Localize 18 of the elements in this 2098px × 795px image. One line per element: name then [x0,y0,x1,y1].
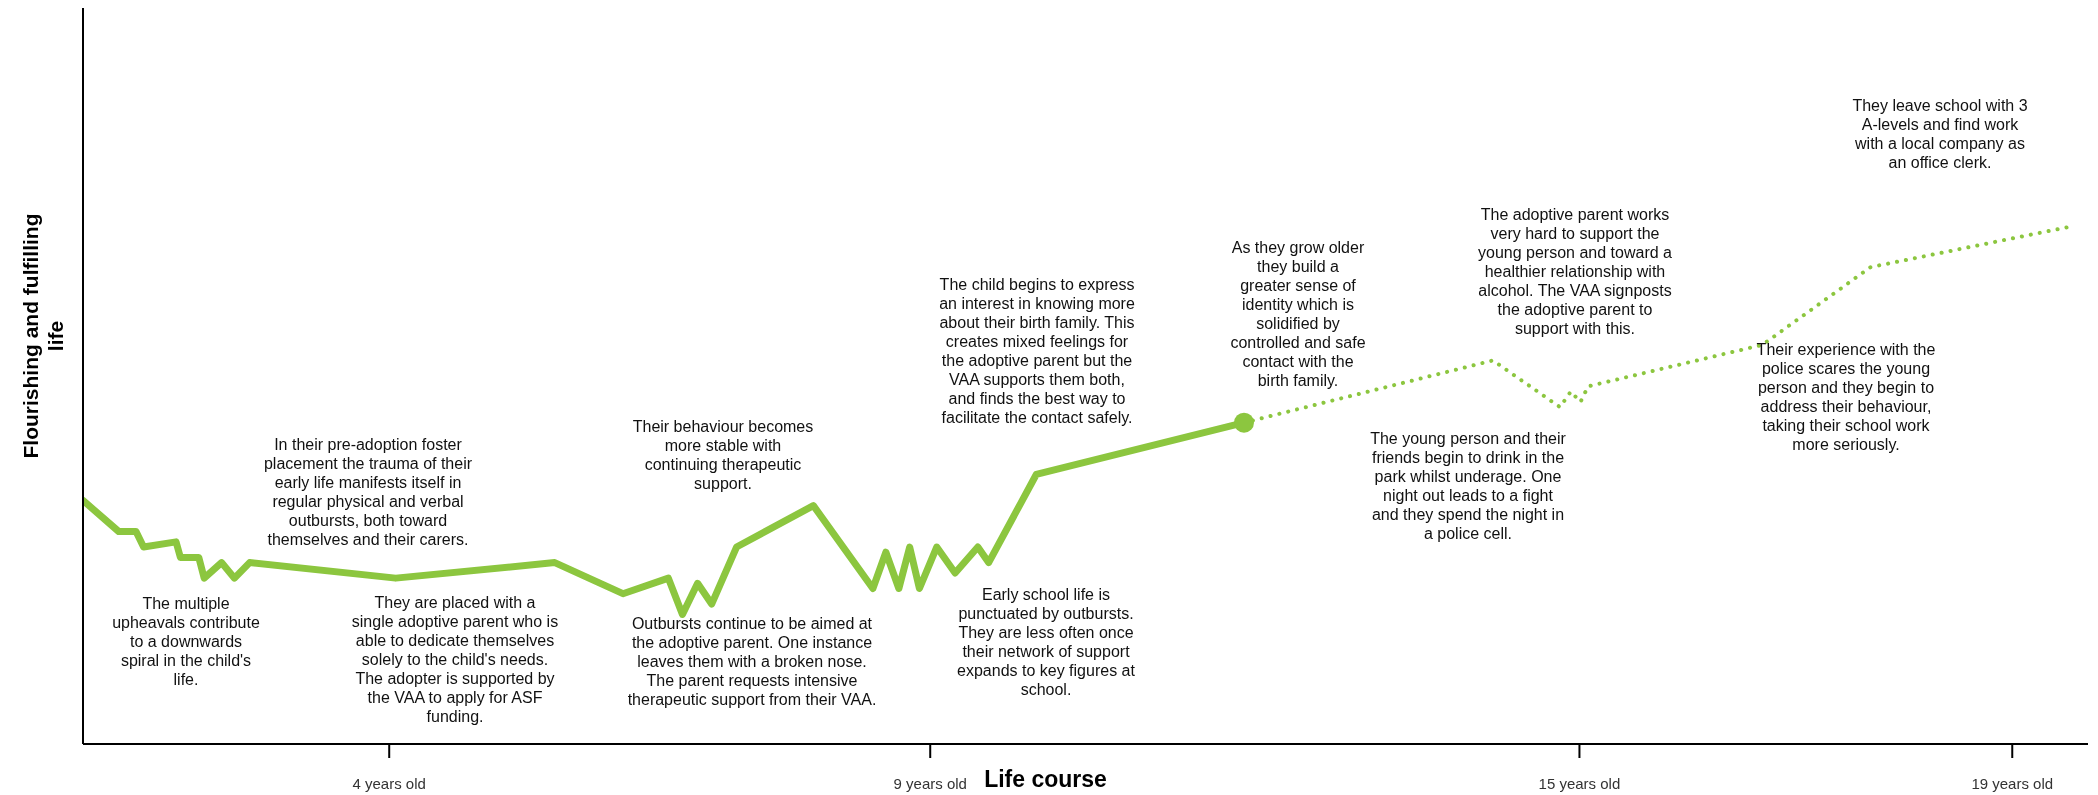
annotation: The child begins to express an interest in knowing more about their birth family. This creates mixed feelings for the adoptive parent but the VAA supports them both, and finds the best way to facilitate the contact safely. [939,275,1135,426]
y-axis-title: Flourishing and fulfilling life [19,213,67,459]
annotation: They are placed with a single adoptive parent who is able to dedicate themselves solely to the child's needs. The adopter is supported by the VAA to apply for ASF funding. [351,594,559,725]
annotation: The adoptive parent works very hard to support the young person and toward a healthier relationship with alcohol. The VAA signposts the adoptive parent to support with this. [1478,206,1673,337]
annotation: Outbursts continue to be aimed at the adoptive parent. One instance leaves them with a broken nose. The parent requests intensive therapeutic support from their VAA. [627,615,877,708]
annotation: The multiple upheavals contribute to a downwards spiral in the child's life. [112,595,260,688]
annotation: Their behaviour becomes more stable with continuing therapeutic support. [632,417,814,492]
x-tick-label: 9 years old [893,774,967,792]
annotation: As they grow older they build a greater sense of identity which is solidified by controlled and safe contact with the birth family. [1230,238,1366,389]
x-tick-label: 19 years old [1971,774,2054,792]
x-axis-title: Life course [984,766,1107,792]
annotation: Early school life is punctuated by outbursts. They are less often once their network of support expands to key figures at school. [957,585,1136,698]
x-tick-label: 4 years old [352,774,426,792]
annotation: The young person and their friends begin to drink in the park whilst underage. One night out leads to a fight and they spend the night in a police cell. [1370,429,1567,542]
annotation: Their experience with the police scares the young person and they begin to address their behaviour, taking their school work more seriously. [1756,340,1936,453]
text: They leave school with 3 A-levels and find work with a local company as an office clerk. [1852,96,2028,171]
x-tick-label: 15 years old [1538,774,1621,792]
annotation: In their pre-adoption foster placement the trauma of their early life manifests itself in regular physical and verbal outbursts, both toward themselves and their carers. [263,435,473,548]
